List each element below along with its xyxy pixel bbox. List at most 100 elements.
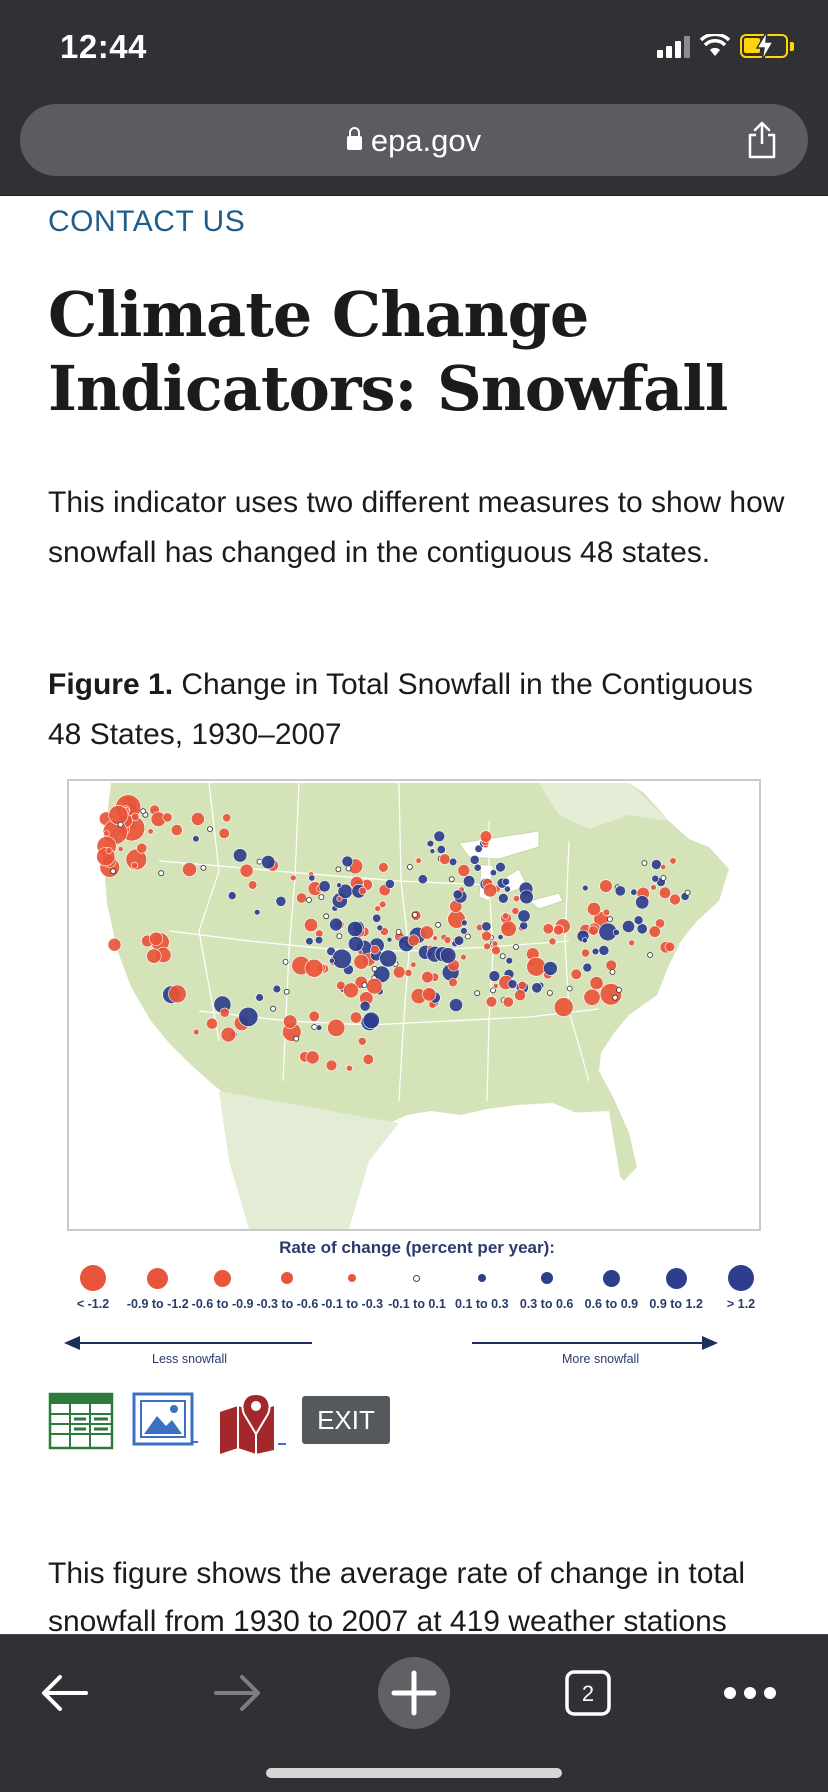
station-dot (136, 842, 148, 854)
station-dot (605, 959, 617, 972)
station-dot (583, 988, 601, 1006)
station-dot (492, 982, 499, 989)
station-dot (497, 934, 504, 941)
station-dot (404, 968, 413, 977)
svg-text:2: 2 (582, 1681, 594, 1706)
legend-dot (348, 1274, 357, 1282)
station-dot (335, 866, 342, 873)
station-dot (519, 921, 529, 931)
station-dot (415, 857, 422, 864)
station-dot (248, 880, 258, 890)
station-dot (612, 994, 618, 1001)
station-dot (140, 808, 147, 815)
station-dot (628, 939, 635, 947)
station-dot (546, 989, 553, 996)
legend-item: 0.1 to 0.3 (451, 1260, 513, 1320)
station-dot (406, 864, 413, 870)
station-dot (329, 917, 343, 932)
station-dot (220, 1026, 237, 1043)
less-arrow-line (76, 1342, 312, 1344)
station-dot (222, 813, 232, 823)
more-menu-button[interactable] (710, 1653, 790, 1733)
tabs-button[interactable]: 2 (548, 1653, 628, 1733)
station-dot (306, 897, 312, 903)
legend-label: 0.1 to 0.3 (455, 1297, 509, 1311)
station-dot (384, 879, 395, 889)
station-dot (641, 860, 648, 866)
station-dot (651, 874, 660, 883)
station-dot (660, 864, 667, 871)
spreadsheet-icon[interactable] (48, 1392, 116, 1452)
intro-paragraph: This indicator uses two different measur… (48, 486, 785, 569)
station-dot (343, 982, 359, 999)
station-dot (304, 958, 324, 978)
station-dot (357, 1036, 367, 1046)
station-dot (282, 958, 289, 965)
more-snowfall-label: More snowfall (562, 1352, 640, 1366)
station-dot (379, 949, 398, 968)
station-dot (366, 977, 383, 995)
station-dot (117, 846, 124, 852)
snowfall-map[interactable] (67, 779, 761, 1231)
station-dot (422, 987, 437, 1002)
station-dot (361, 982, 368, 989)
station-dot (323, 913, 330, 920)
station-dot (439, 853, 451, 865)
station-dot (238, 1006, 259, 1027)
station-dot (443, 936, 452, 944)
station-dot (512, 895, 520, 903)
station-dot (429, 848, 436, 854)
back-button[interactable] (24, 1653, 104, 1733)
status-icons (657, 31, 794, 61)
station-dot (511, 907, 520, 915)
legend-dot-wrap (348, 1260, 357, 1296)
station-dot (598, 944, 610, 956)
station-dot (149, 931, 164, 946)
home-indicator (266, 1768, 562, 1778)
station-dot (664, 941, 676, 953)
station-dot (147, 828, 154, 835)
forward-button[interactable] (198, 1653, 278, 1733)
station-dot (609, 968, 616, 975)
battery-tip (790, 41, 794, 51)
station-dot (110, 868, 116, 875)
mexico-land (219, 1091, 399, 1229)
map-pin-icon[interactable] (216, 1392, 288, 1454)
station-dot (336, 933, 343, 940)
station-dot (591, 947, 600, 956)
url-display[interactable]: epa.gov (20, 123, 808, 159)
legend-dot (80, 1265, 106, 1291)
status-bar: 12:44 (0, 0, 828, 96)
station-dot (412, 911, 418, 918)
legend-item: 0.3 to 0.6 (516, 1260, 578, 1320)
station-dot (602, 908, 611, 917)
legend-dot-wrap (727, 1260, 754, 1296)
share-icon[interactable] (744, 120, 780, 160)
address-bar[interactable]: epa.gov (20, 104, 808, 176)
station-dot (621, 920, 635, 934)
legend-dot (727, 1265, 754, 1291)
station-dot (283, 1014, 298, 1029)
legend-item: -0.3 to -0.6 (256, 1260, 318, 1320)
station-dot (158, 870, 165, 877)
new-tab-button[interactable] (374, 1653, 454, 1733)
image-icon[interactable] (132, 1392, 200, 1452)
station-dot (261, 854, 276, 870)
station-dot (207, 826, 213, 832)
station-dot (283, 988, 290, 995)
browser-toolbar: 2 (0, 1634, 828, 1792)
legend-label: -0.9 to -1.2 (126, 1297, 189, 1311)
station-dot (633, 915, 644, 925)
contact-us-link[interactable]: CONTACT US (48, 205, 246, 238)
more-dots-icon (724, 1687, 776, 1699)
arrow-right-icon (214, 1675, 260, 1711)
station-dot (336, 895, 343, 902)
station-dot (548, 937, 557, 946)
station-dot (255, 993, 264, 1002)
station-dot (108, 804, 129, 825)
exit-button[interactable]: EXIT (302, 1396, 390, 1444)
legend-item: -0.6 to -0.9 (192, 1260, 254, 1320)
station-dot (630, 888, 638, 896)
wifi-icon (700, 34, 730, 56)
station-dot (432, 935, 439, 941)
